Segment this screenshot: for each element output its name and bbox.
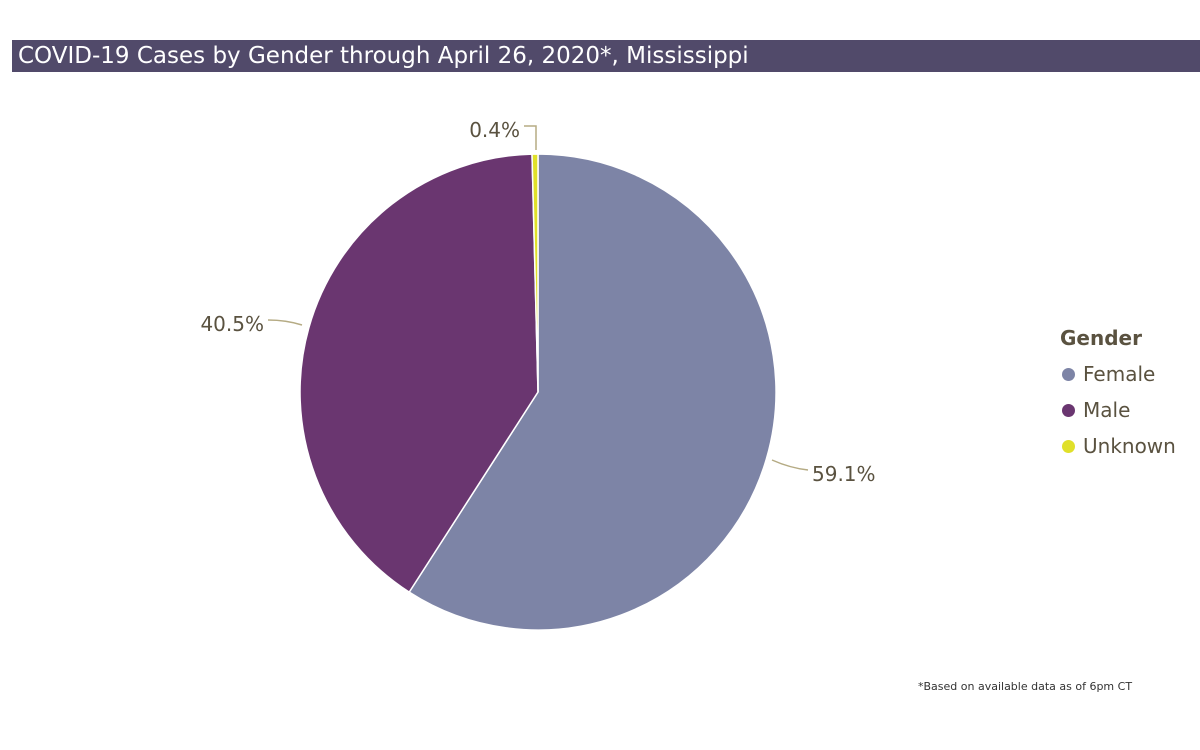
legend-swatch-female (1062, 367, 1075, 381)
legend-item-unknown: Unknown (1060, 428, 1176, 464)
data-label-unknown: 0.4% (469, 118, 520, 142)
legend-label-male: Male (1083, 398, 1131, 422)
legend-swatch-unknown (1062, 439, 1075, 453)
legend-item-male: Male (1060, 392, 1176, 428)
leader-line-male (267, 319, 303, 326)
footnote: *Based on available data as of 6pm CT (918, 680, 1133, 693)
legend-title: Gender (1060, 326, 1142, 350)
legend-label-unknown: Unknown (1083, 434, 1176, 458)
chart-title: COVID-19 Cases by Gender through April 2… (12, 40, 1200, 72)
legend-label-female: Female (1083, 362, 1156, 386)
pie-slice-female (408, 153, 777, 631)
pie-slice-male (299, 153, 539, 594)
pie-slice-unknown (531, 153, 539, 393)
legend: Gender Female Male Unknown (1060, 326, 1176, 464)
legend-swatch-male (1062, 403, 1075, 417)
leader-line-unknown (524, 125, 537, 150)
leader-line-female (771, 459, 809, 471)
data-label-male: 40.5% (200, 312, 264, 336)
legend-item-female: Female (1060, 356, 1176, 392)
data-label-female: 59.1% (812, 462, 876, 486)
